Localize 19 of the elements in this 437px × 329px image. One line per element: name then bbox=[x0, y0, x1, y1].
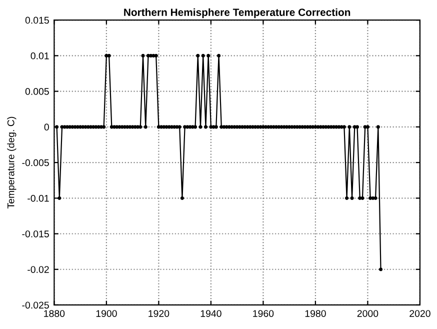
chart-title: Northern Hemisphere Temperature Correction bbox=[124, 8, 350, 18]
x-tick-label: 2000 bbox=[357, 310, 378, 317]
y-tick-label: 0.01 bbox=[30, 52, 49, 60]
y-tick-label: -0.025 bbox=[22, 302, 49, 309]
y-tick-label: -0.02 bbox=[28, 266, 49, 273]
y-tick-label: 0 bbox=[44, 124, 49, 131]
x-tick-label: 1980 bbox=[305, 310, 326, 317]
x-tick-label: 2020 bbox=[410, 310, 430, 317]
x-tick-label: 1920 bbox=[148, 310, 170, 317]
x-tick-label: 1900 bbox=[96, 310, 117, 317]
y-axis-title: Temperature (deg. C) bbox=[7, 116, 16, 208]
x-tick-label: 1960 bbox=[253, 310, 274, 317]
x-tick-label: 1880 bbox=[44, 310, 65, 317]
y-tick-label: -0.01 bbox=[28, 194, 49, 202]
y-tick-label: -0.005 bbox=[22, 159, 49, 166]
y-tick-label: 0.005 bbox=[25, 88, 49, 95]
y-tick-label: -0.015 bbox=[22, 230, 49, 238]
x-tick-label: 1940 bbox=[200, 310, 222, 317]
y-tick-label: 0.015 bbox=[25, 16, 49, 24]
